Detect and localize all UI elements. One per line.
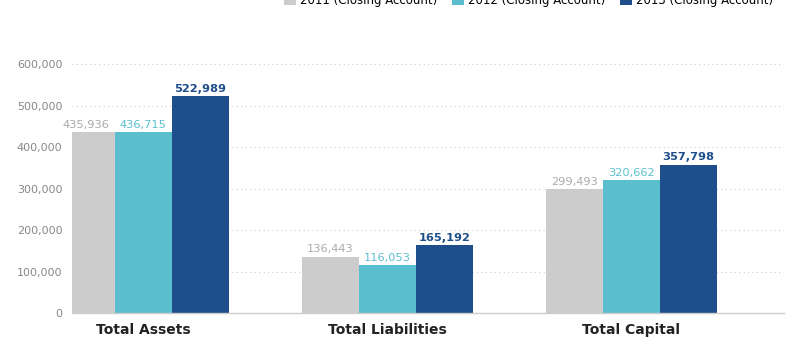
Bar: [546, 189, 603, 313]
Text: 436,715: 436,715: [120, 120, 166, 130]
Bar: [172, 96, 229, 313]
Text: 522,989: 522,989: [174, 84, 226, 94]
Bar: [58, 132, 114, 313]
Text: 299,493: 299,493: [551, 177, 598, 187]
Legend: 2011 (Closing Account), 2012 (Closing Account), 2013 (Closing Account): 2011 (Closing Account), 2012 (Closing Ac…: [279, 0, 778, 12]
Bar: [359, 265, 416, 313]
Bar: [603, 180, 660, 313]
Bar: [302, 257, 359, 313]
Text: 357,798: 357,798: [662, 153, 714, 162]
Bar: [416, 244, 473, 313]
Text: 116,053: 116,053: [364, 253, 411, 263]
Bar: [114, 132, 172, 313]
Text: 165,192: 165,192: [418, 233, 470, 243]
Text: 435,936: 435,936: [63, 120, 110, 130]
Bar: [660, 165, 717, 313]
Text: 320,662: 320,662: [608, 168, 654, 178]
Text: 136,443: 136,443: [307, 244, 354, 255]
